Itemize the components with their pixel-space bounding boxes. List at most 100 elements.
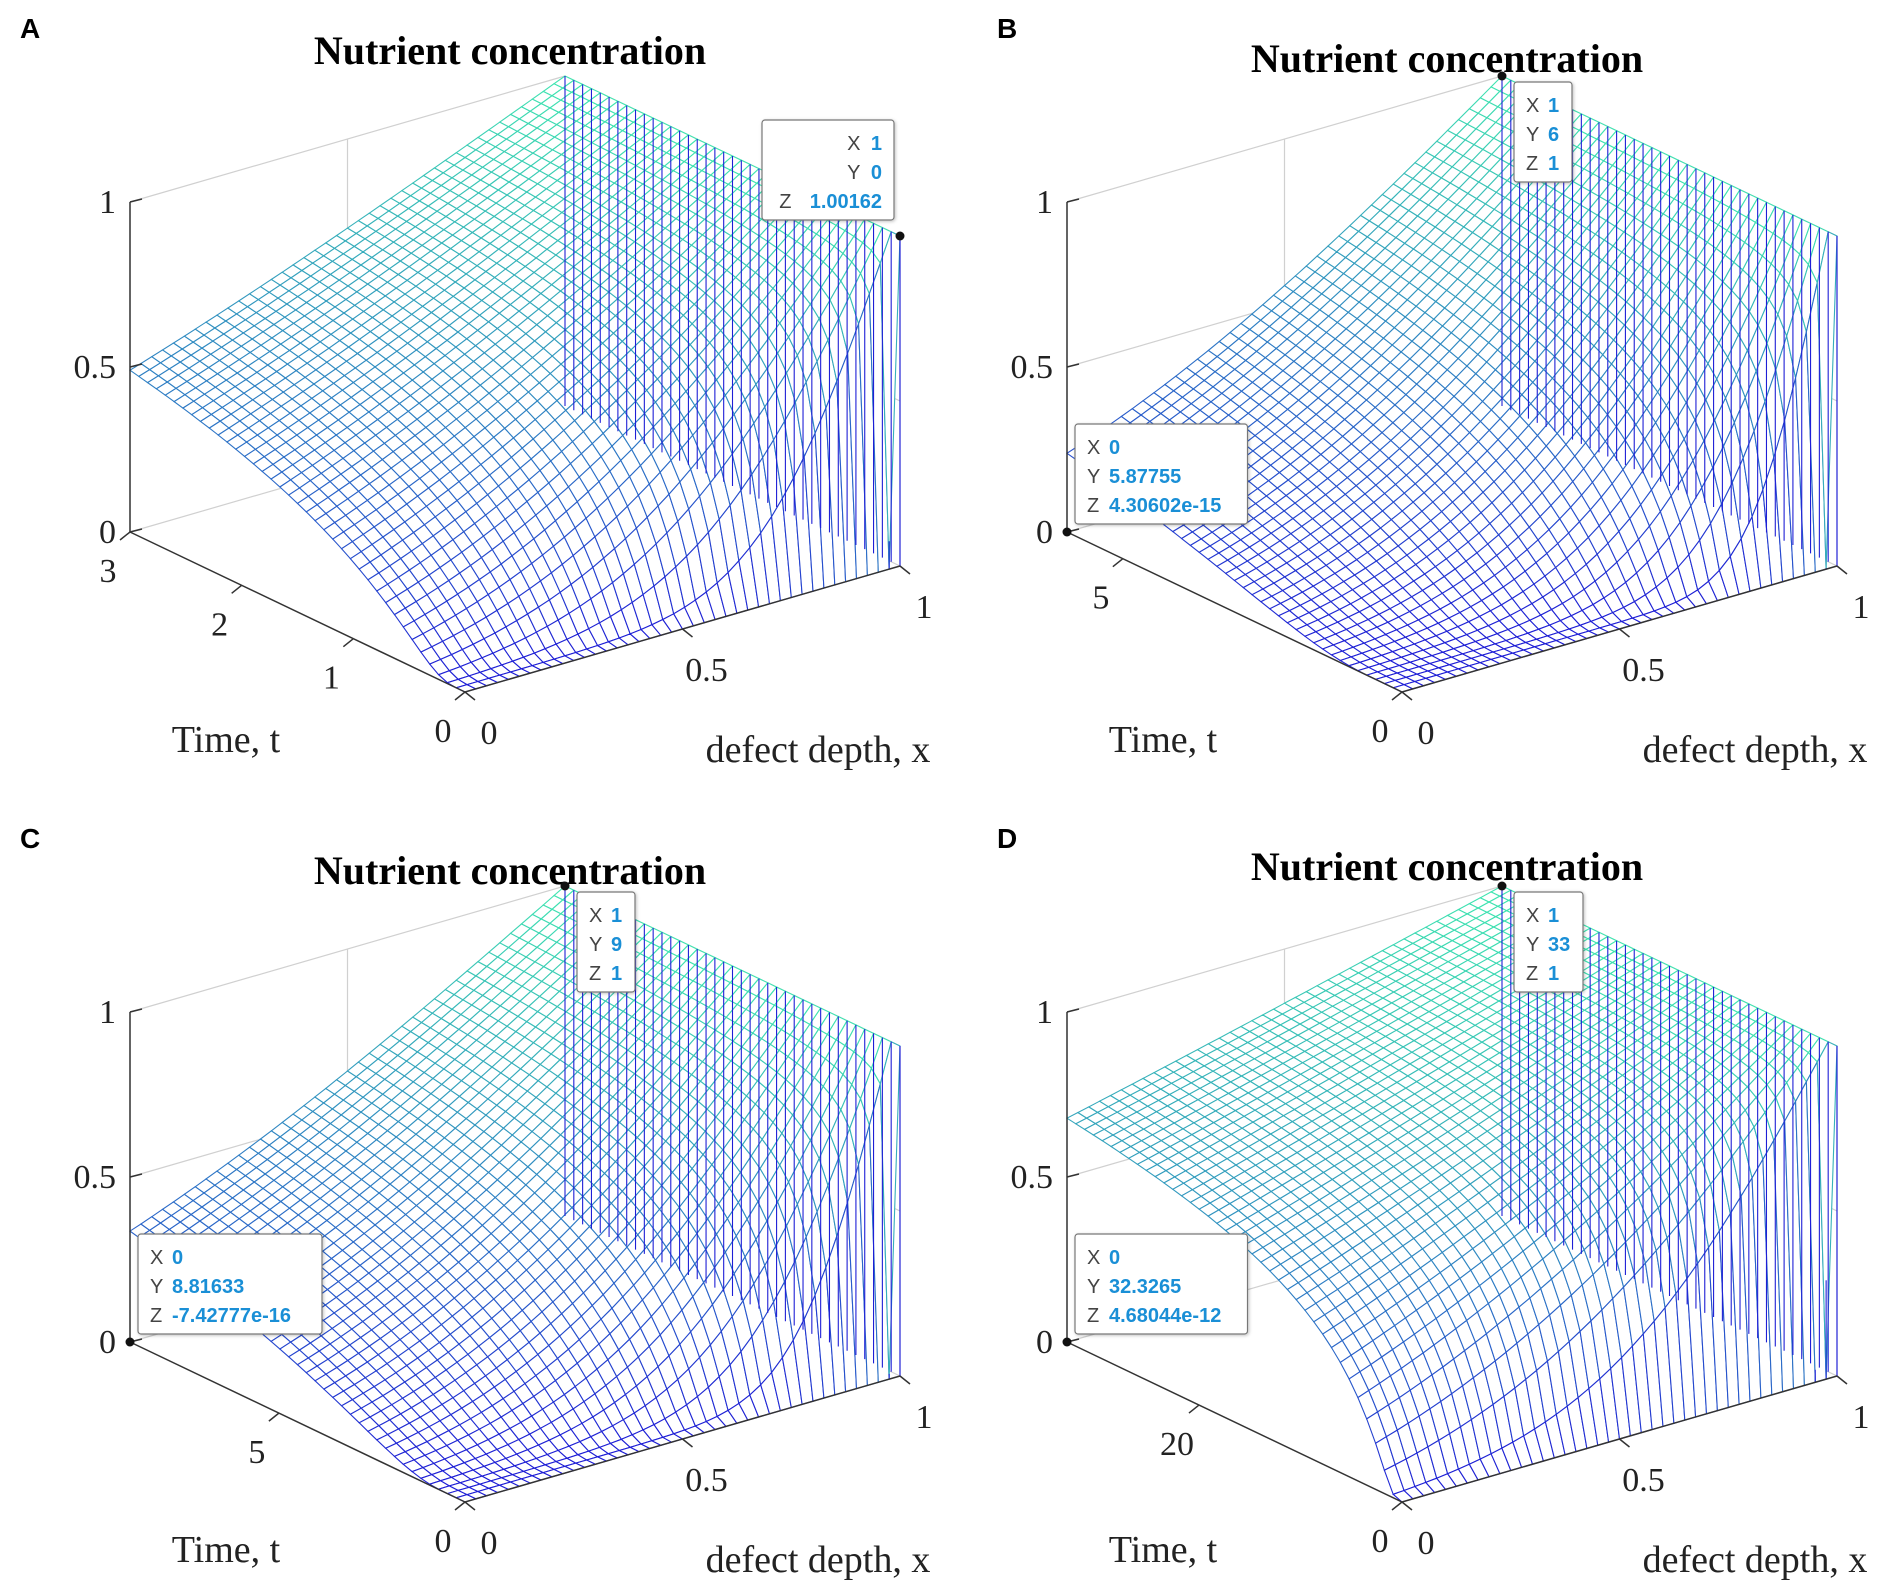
t-tick-label: 5 — [1092, 580, 1109, 617]
t-tick — [454, 691, 466, 701]
chart-title: Nutrient concentration — [314, 28, 706, 73]
datatip-key: Y — [150, 1276, 163, 1298]
datatip-marker[interactable] — [125, 1337, 135, 1347]
t-tick-label: 1 — [323, 660, 340, 697]
x-tick — [682, 628, 693, 638]
datatip-value: 0 — [1109, 437, 1120, 459]
datatip-key: X — [847, 133, 860, 155]
datatip-key: Y — [1526, 124, 1539, 146]
z-tick — [129, 1173, 143, 1178]
datatip-value: 6 — [1548, 124, 1559, 146]
datatip-value: 9 — [611, 934, 622, 956]
datatip-value: 8.81633 — [172, 1276, 244, 1298]
z-tick — [129, 528, 143, 533]
datatip-value: 1 — [611, 963, 622, 985]
t-tick-label: 2 — [211, 606, 228, 643]
z-tick — [129, 198, 143, 203]
panel-letter: D — [997, 823, 1017, 854]
datatip-value: 0 — [172, 1247, 183, 1269]
datatip-value: 5.87755 — [1109, 466, 1181, 488]
z-tick-label: 0 — [1036, 514, 1053, 551]
datatip-value: 0 — [871, 162, 882, 184]
t-tick — [231, 584, 243, 594]
datatip-box — [576, 891, 636, 993]
x-tick — [899, 565, 911, 575]
datatip-key: Y — [589, 934, 602, 956]
t-tick — [119, 531, 131, 541]
x-tick-label: 1 — [916, 589, 933, 626]
x-axis-label: defect depth, x — [706, 729, 931, 771]
x-tick-label: 0.5 — [1622, 652, 1665, 689]
z-tick — [1066, 363, 1080, 368]
x-tick-label: 0 — [1418, 715, 1435, 752]
z-tick-label: 0.5 — [74, 1159, 117, 1196]
z-tick — [129, 1008, 143, 1013]
z-tick-label: 1 — [99, 184, 116, 221]
t-tick — [342, 638, 354, 648]
datatip-key: Z — [150, 1305, 162, 1327]
surface-mesh — [129, 75, 901, 693]
datatip-key: X — [1087, 437, 1100, 459]
x-tick-label: 0 — [481, 715, 498, 752]
datatip-marker[interactable] — [895, 231, 905, 241]
datatip-key: Z — [1087, 495, 1099, 517]
t-tick — [454, 1501, 466, 1511]
x-axis-label: defect depth, x — [1643, 729, 1868, 771]
z-tick-label: 1 — [1036, 184, 1053, 221]
datatip-key: X — [589, 905, 602, 927]
datatip[interactable]: X 0Y 8.81633 Z -7.42777e-16 — [125, 1233, 323, 1347]
t-tick — [268, 1412, 280, 1422]
t-axis-label: Time, t — [172, 1529, 281, 1571]
z-tick — [1066, 198, 1080, 203]
t-tick — [1391, 691, 1403, 701]
datatip[interactable]: X 0Y 5.87755 Z 4.30602e-15 — [1062, 423, 1249, 537]
t-tick — [1112, 558, 1124, 568]
datatip-key: Y — [847, 162, 860, 184]
z-tick-label: 0 — [99, 514, 116, 551]
datatip-key: X — [150, 1247, 163, 1269]
chart-title: Nutrient concentration — [1251, 844, 1643, 889]
t-tick-label: 3 — [100, 553, 117, 590]
datatip-key: Z — [1526, 153, 1538, 175]
t-axis-label: Time, t — [1109, 719, 1218, 761]
datatip-key: X — [1526, 95, 1539, 117]
panel-letter: A — [20, 13, 40, 44]
z-tick-label: 1 — [99, 994, 116, 1031]
datatip-marker[interactable] — [1062, 527, 1072, 537]
panel-letter: C — [20, 823, 40, 854]
x-tick — [464, 1501, 476, 1511]
x-tick-label: 0.5 — [685, 652, 728, 689]
datatip-key: Z — [779, 191, 791, 213]
datatip-value: -7.42777e-16 — [172, 1305, 291, 1327]
datatip-key: Z — [589, 963, 601, 985]
x-tick-label: 1 — [1853, 589, 1870, 626]
x-tick — [1836, 565, 1848, 575]
datatip-key: Y — [1087, 466, 1100, 488]
chart-title: Nutrient concentration — [1251, 36, 1643, 81]
t-tick-label: 0 — [1372, 713, 1389, 750]
x-tick — [1619, 628, 1630, 638]
t-axis-label: Time, t — [172, 719, 281, 761]
x-tick — [464, 691, 476, 701]
x-axis-label: defect depth, x — [706, 1539, 931, 1581]
datatip-value: 4.30602e-15 — [1109, 495, 1221, 517]
z-tick-label: 0.5 — [1011, 349, 1054, 386]
datatip-box — [1513, 81, 1573, 183]
panel-a: A Nutrient concentration 0 0.5 1 0 0.5 1 0 1 2 3 def… — [20, 13, 933, 771]
t-tick-label: 0 — [435, 1523, 452, 1560]
datatip-marker[interactable] — [1497, 71, 1507, 81]
datatip-value: 1 — [871, 133, 882, 155]
datatip-value: 1 — [1548, 153, 1559, 175]
t-tick-label: 5 — [248, 1434, 265, 1471]
chart-title: Nutrient concentration — [314, 848, 706, 893]
datatip-value: 1 — [611, 905, 622, 927]
x-tick-label: 0 — [481, 1525, 498, 1562]
x-tick — [1401, 691, 1413, 701]
x-tick — [682, 1438, 693, 1448]
datatip-marker[interactable] — [560, 881, 570, 891]
z-tick-label: 0.5 — [74, 349, 117, 386]
